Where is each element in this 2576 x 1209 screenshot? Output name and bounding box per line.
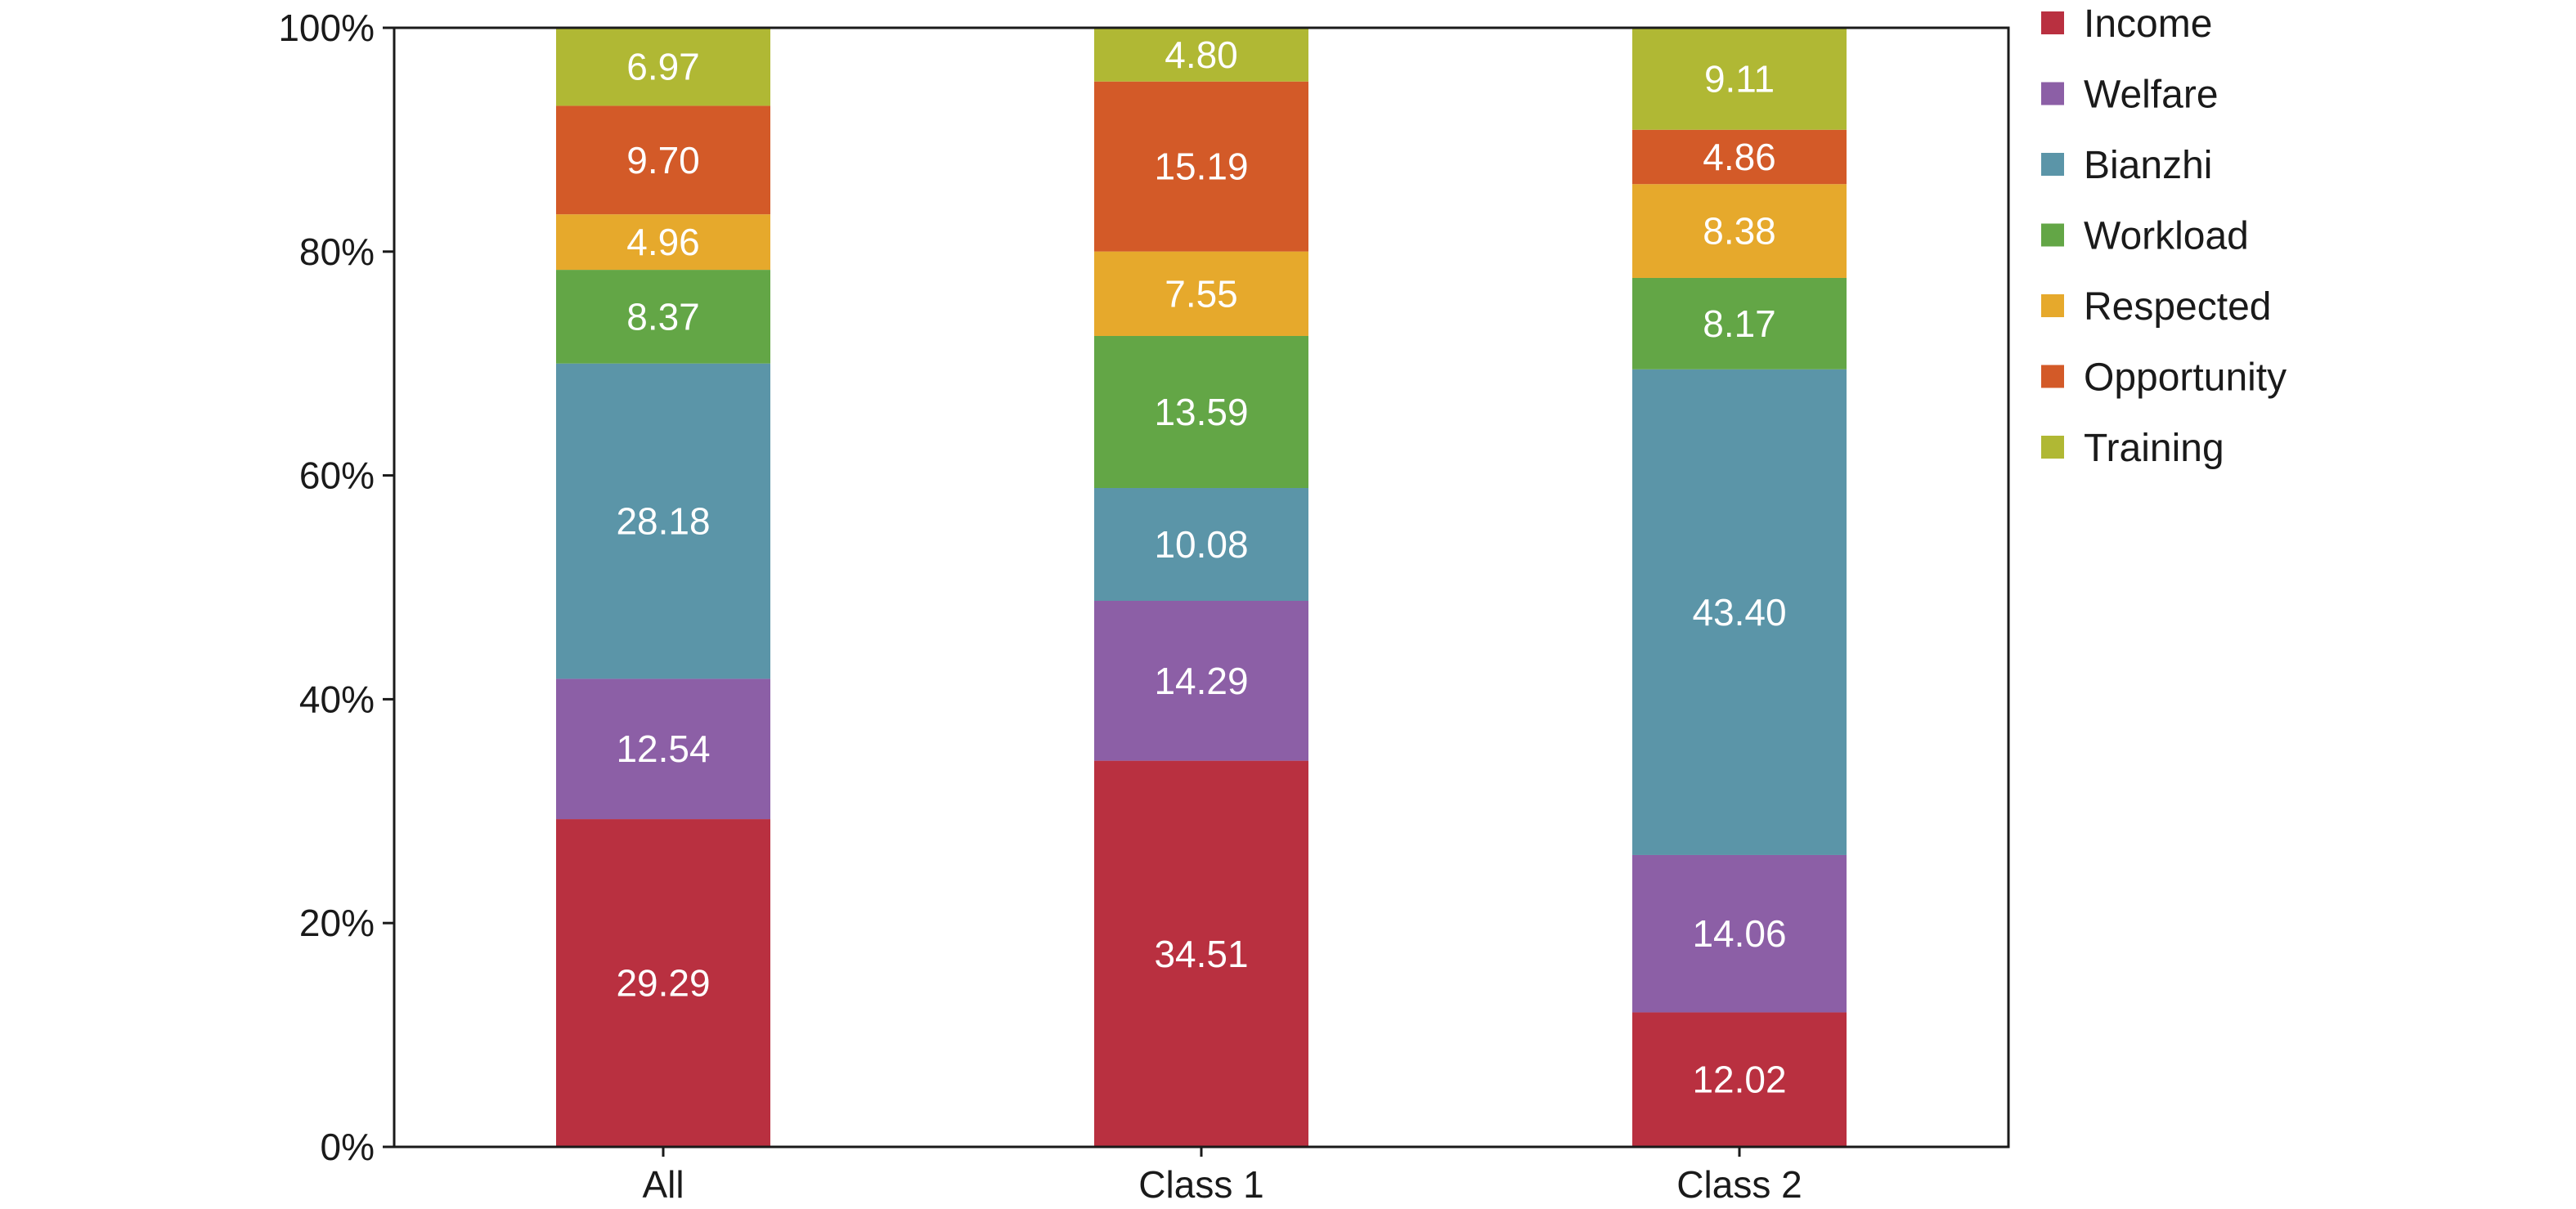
bar-all-income — [556, 819, 770, 1147]
bar-all-welfare — [556, 678, 770, 820]
y-tick-label: 60% — [299, 454, 375, 497]
data-label-class-2-training: 9.11 — [1704, 57, 1775, 100]
y-axis: 0% 20% 40% 60% 80% 100% — [278, 7, 394, 1168]
bar-class-1-training — [1094, 28, 1308, 82]
y-tick-label: 0% — [321, 1126, 375, 1168]
bar-all-training — [556, 28, 770, 106]
bar-class-2-workload — [1632, 277, 1847, 369]
legend-label-income: Income — [2084, 2, 2212, 46]
bar-class-1-bianzhi — [1094, 488, 1308, 601]
bar-class-1-respected — [1094, 251, 1308, 336]
x-axis: All Class 1 Class 2 — [642, 1147, 1802, 1206]
legend-swatch-income — [2041, 11, 2064, 34]
data-label-class-1-income: 34.51 — [1154, 933, 1248, 975]
bars-layer — [556, 28, 1847, 1147]
legend-label-welfare: Welfare — [2084, 74, 2219, 117]
bar-class-2-welfare — [1632, 854, 1847, 1013]
data-label-all-training: 6.97 — [626, 46, 700, 88]
legend-swatch-training — [2041, 436, 2064, 459]
legend-label-training: Training — [2084, 427, 2224, 470]
bar-class-2-respected — [1632, 184, 1847, 278]
data-label-all-workload: 8.37 — [626, 295, 700, 338]
bar-class-2-opportunity — [1632, 129, 1847, 185]
y-tick-label: 40% — [299, 678, 375, 720]
data-label-all-income: 29.29 — [616, 962, 710, 1005]
y-tick-label: 20% — [299, 902, 375, 944]
data-label-class-2-opportunity: 4.86 — [1703, 136, 1776, 178]
data-label-all-opportunity: 9.70 — [626, 139, 700, 181]
data-label-class-2-workload: 8.17 — [1703, 302, 1776, 345]
data-label-class-2-bianzhi: 43.40 — [1692, 591, 1786, 634]
y-tick-label: 100% — [278, 7, 375, 49]
legend-swatch-bianzhi — [2041, 153, 2064, 176]
x-tick-label-all: All — [642, 1163, 684, 1206]
legend-label-opportunity: Opportunity — [2084, 356, 2287, 400]
data-label-class-2-respected: 8.38 — [1703, 210, 1776, 253]
data-label-all-respected: 4.96 — [626, 221, 700, 263]
bar-class-2-income — [1632, 1012, 1847, 1147]
legend-swatch-respected — [2041, 294, 2064, 317]
bar-class-2-training — [1632, 28, 1847, 130]
bar-all-workload — [556, 270, 770, 364]
x-tick-label-class-2: Class 2 — [1676, 1163, 1802, 1206]
legend-label-bianzhi: Bianzhi — [2084, 144, 2212, 187]
data-label-class-2-income: 12.02 — [1692, 1059, 1786, 1101]
data-label-class-1-workload: 13.59 — [1154, 391, 1248, 433]
data-label-class-2-welfare: 14.06 — [1692, 912, 1786, 955]
data-label-class-1-welfare: 14.29 — [1154, 660, 1248, 702]
legend-swatch-opportunity — [2041, 365, 2064, 388]
bar-class-1-opportunity — [1094, 81, 1308, 252]
legend: Income Welfare Bianzhi Workload Respected Opp… — [2041, 2, 2287, 470]
data-label-class-1-respected: 7.55 — [1165, 272, 1238, 315]
bar-all-bianzhi — [556, 363, 770, 679]
legend-swatch-workload — [2041, 223, 2064, 247]
data-label-class-1-bianzhi: 10.08 — [1154, 523, 1248, 566]
legend-label-workload: Workload — [2084, 215, 2249, 258]
bar-class-2-bianzhi — [1632, 369, 1847, 855]
data-label-class-1-training: 4.80 — [1165, 34, 1238, 76]
legend-label-respected: Respected — [2084, 285, 2271, 329]
data-label-all-bianzhi: 28.18 — [616, 500, 710, 543]
y-tick-label: 80% — [299, 231, 375, 273]
data-label-all-welfare: 12.54 — [616, 728, 710, 770]
bar-class-1-welfare — [1094, 600, 1308, 761]
bar-all-respected — [556, 214, 770, 271]
legend-swatch-welfare — [2041, 82, 2064, 105]
bar-all-opportunity — [556, 105, 770, 215]
bar-class-1-workload — [1094, 335, 1308, 489]
data-labels: 29.29 12.54 28.18 8.37 4.96 9.70 6.97 34.51 14.2… — [616, 34, 1786, 1101]
x-tick-label-class-1: Class 1 — [1138, 1163, 1263, 1206]
bar-class-1-income — [1094, 760, 1308, 1147]
data-label-class-1-opportunity: 15.19 — [1154, 146, 1248, 188]
